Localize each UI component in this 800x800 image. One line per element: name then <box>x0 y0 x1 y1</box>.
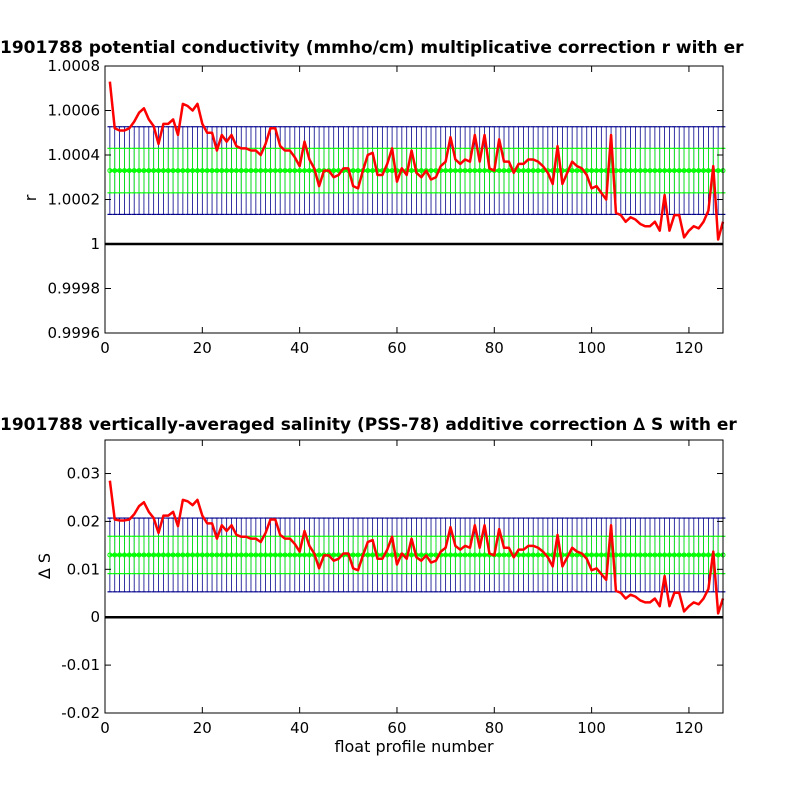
chart-title-delta-s: 1901788 vertically-averaged salinity (PS… <box>0 415 737 435</box>
y-tick-label: 1.0006 <box>48 102 101 120</box>
series-line <box>108 81 725 241</box>
y-tick-label: 0.9996 <box>48 324 101 342</box>
y-axis-label-r: r <box>21 194 40 201</box>
x-tick-label: 0 <box>100 719 110 737</box>
series-line <box>108 480 725 615</box>
y-tick-label: 1 <box>90 235 100 253</box>
panel-r: 1901788 potential conductivity (mmho/cm)… <box>0 38 744 357</box>
x-tick-label: 80 <box>485 339 504 357</box>
x-tick-label: 60 <box>387 339 406 357</box>
x-tick-label: 40 <box>290 339 309 357</box>
x-tick-label: 120 <box>675 719 704 737</box>
x-tick-label: 0 <box>100 339 110 357</box>
x-tick-label: 80 <box>485 719 504 737</box>
x-tick-label: 60 <box>387 719 406 737</box>
y-axis-label-delta-s: ∆ S <box>35 553 54 580</box>
axes-frame-r <box>104 65 724 334</box>
y-tick-label: 1.0008 <box>48 57 101 75</box>
x-tick-label: 100 <box>577 719 606 737</box>
x-tick-label: 20 <box>193 339 212 357</box>
axes-frame-delta-s <box>104 439 724 714</box>
y-tick-label: 0.02 <box>67 512 100 530</box>
y-tick-label: -0.02 <box>61 704 100 722</box>
x-tick-label: 40 <box>290 719 309 737</box>
y-tick-label: 0.03 <box>67 465 100 483</box>
plot-area-delta-s: 0 20 40 60 80 100 120 -0.02 -0.01 0 0.01 0.02 0.03 <box>61 440 726 737</box>
x-axis-label-delta-s: float profile number <box>334 737 494 756</box>
y-tick-label: 0 <box>90 608 100 626</box>
y-tick-label: 1.0002 <box>48 191 101 209</box>
y-tick-label: 1.0004 <box>48 146 101 164</box>
x-tick-label: 100 <box>577 339 606 357</box>
y-tick-label: 0.01 <box>67 560 100 578</box>
x-tick-label: 20 <box>193 719 212 737</box>
plot-area-r: 0 20 40 60 80 100 120 0.9996 0.9998 1 1.0002 1.0004… <box>48 57 726 357</box>
chart-title-r: 1901788 potential conductivity (mmho/cm)… <box>0 38 744 58</box>
y-tick-label: 0.9998 <box>48 280 101 298</box>
y-tick-label: -0.01 <box>61 656 100 674</box>
panel-delta-s: 1901788 vertically-averaged salinity (PS… <box>0 415 737 756</box>
x-tick-label: 120 <box>675 339 704 357</box>
